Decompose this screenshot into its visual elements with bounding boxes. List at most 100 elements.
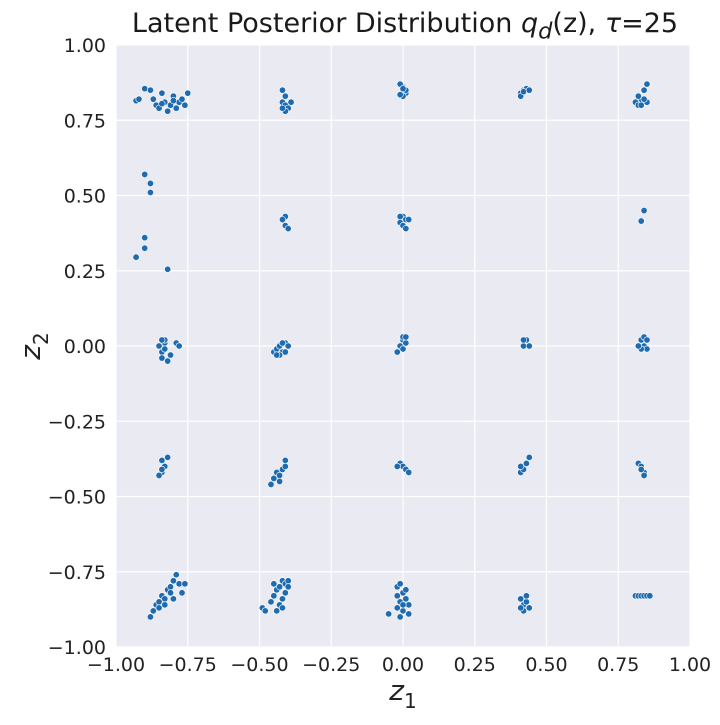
y-tick-label: 0.50 [64,186,106,208]
data-point [517,604,525,612]
data-point [637,465,645,473]
data-point [155,598,163,606]
data-point [164,453,172,461]
data-point [399,607,407,615]
data-point [175,342,183,350]
data-point [278,216,286,224]
data-point [402,595,410,603]
data-point [284,577,292,585]
data-point [141,170,149,178]
y-axis-label-sub: 2 [29,332,53,345]
title-q-sub: d [538,18,553,45]
data-point [393,592,401,600]
data-point [273,607,281,615]
data-point [396,580,404,588]
data-point [396,213,404,221]
y-tick-label: 1.00 [64,35,106,57]
data-point [178,589,186,597]
data-point [158,465,166,473]
x-axis-label: z1 [388,674,416,713]
y-tick-label: 0.75 [64,110,106,132]
data-point [385,610,393,618]
data-point [135,95,143,103]
data-point [276,471,284,479]
data-point [155,604,163,612]
data-point [146,179,154,187]
y-tick-label: −0.25 [48,411,106,433]
data-point [158,456,166,464]
data-point [164,107,172,115]
data-point [634,92,642,100]
data-point [520,336,528,344]
x-tick-label: 1.00 [669,654,711,676]
x-tick-label: 0.00 [382,654,424,676]
data-point [141,234,149,242]
data-point [146,613,154,621]
data-point [178,95,186,103]
data-point [284,583,292,591]
data-point [141,244,149,252]
data-point [640,86,648,94]
data-point [399,85,407,93]
data-point [270,580,278,588]
y-axis-label-main: z [14,344,47,361]
data-point [158,354,166,362]
data-point [520,342,528,350]
data-point [393,604,401,612]
data-point [164,265,172,273]
data-point [405,610,413,618]
x-axis-label-sub: 1 [404,689,417,713]
data-point [161,595,169,603]
data-point [643,80,651,88]
data-point [169,595,177,603]
data-point [281,348,289,356]
data-point [643,336,651,344]
data-point [402,339,410,347]
data-point [640,207,648,215]
data-point [284,342,292,350]
y-tick-label: −0.75 [48,562,106,584]
data-point [181,580,189,588]
data-point [146,188,154,196]
x-tick-label: 0.75 [597,654,639,676]
y-tick-label: −1.00 [48,637,106,659]
data-point [141,85,149,93]
data-point [164,357,172,365]
title-tau-value: =25 [621,8,679,39]
data-point [276,583,284,591]
data-point [281,589,289,597]
data-point [522,592,530,600]
x-tick-label: 0.50 [525,654,567,676]
data-point [161,345,169,353]
data-point [184,89,192,97]
data-point [405,216,413,224]
data-point [278,595,286,603]
data-point [399,601,407,609]
data-point [402,333,410,341]
data-point [646,592,654,600]
data-point [172,104,180,112]
data-point [525,86,533,94]
data-point [276,477,284,485]
data-point [155,342,163,350]
data-point [278,339,286,347]
data-point [287,98,295,106]
data-point [149,95,157,103]
x-tick-label: −1.00 [87,654,145,676]
title-q: q [520,8,539,39]
x-tick-label: 0.25 [454,654,496,676]
title-prefix: Latent Posterior Distribution [131,8,521,39]
data-point [396,91,404,99]
data-point [634,342,642,350]
data-point [402,586,410,594]
data-point [525,342,533,350]
data-point [525,453,533,461]
data-point [270,592,278,600]
data-point [181,101,189,109]
data-point [167,351,175,359]
data-point [161,601,169,609]
data-point [278,604,286,612]
data-point [172,571,180,579]
